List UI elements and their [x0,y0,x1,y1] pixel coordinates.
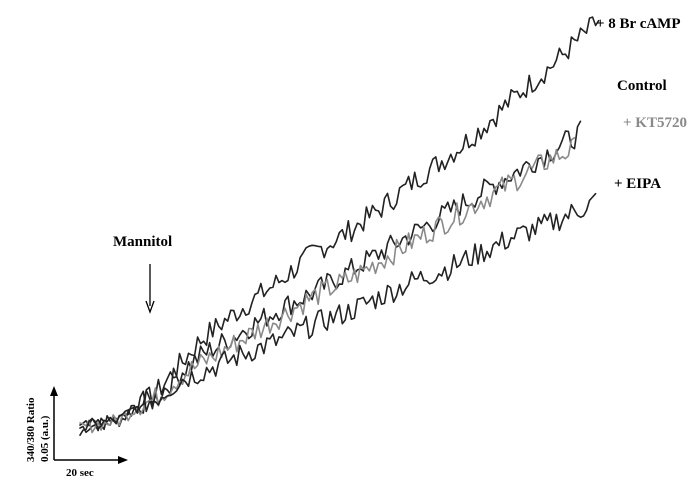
scale-bar-vertical-arrowhead [50,386,58,396]
trace-1 [79,16,600,434]
series-label-8br-camp: + 8 Br cAMP [596,16,681,32]
scale-bar [50,386,128,464]
series-label-eipa: + EIPA [614,176,661,192]
trace-4 [79,192,597,436]
stimulus-label-mannitol: Mannitol [113,234,172,250]
trace-2 [79,120,582,431]
series-label-control: Control [617,78,667,94]
trace-3 [79,137,576,434]
scale-bar-y-label-line1: 340/380 Ratio [25,397,37,462]
scale-bar-y-label-line2: 0.05 (a.u.) [39,415,51,462]
stimulus-arrow [145,264,155,314]
scale-bar-horizontal-arrowhead [118,456,128,464]
traces-group [79,16,600,436]
series-label-kt5720: + KT5720 [623,115,687,131]
scale-bar-x-label: 20 sec [66,467,94,479]
